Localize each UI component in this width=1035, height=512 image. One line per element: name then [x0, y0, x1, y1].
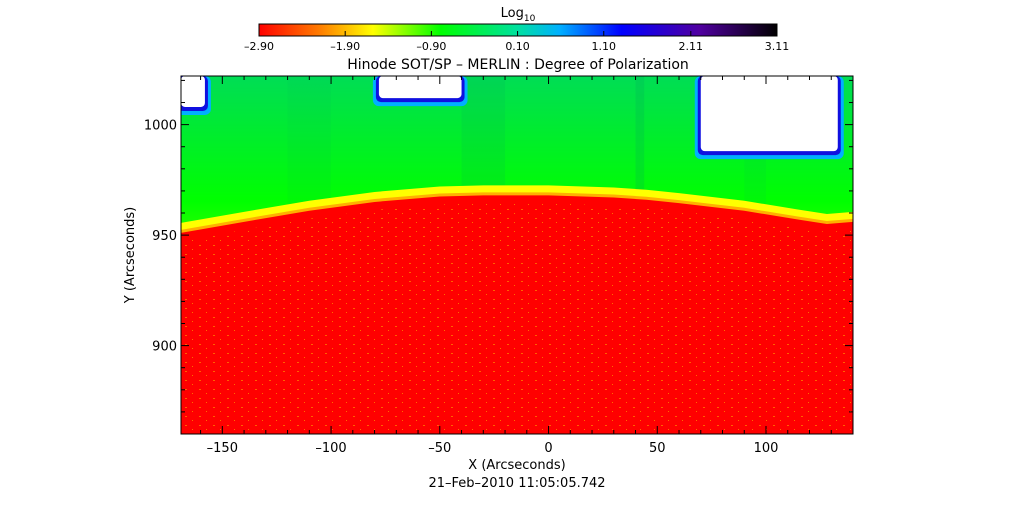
colorbar-tick-label: 0.10 — [505, 40, 530, 53]
saturated-region — [181, 76, 205, 107]
y-tick-label: 900 — [152, 340, 177, 355]
y-axis-label: Y (Arcseconds) — [123, 207, 138, 304]
x-tick-label: 50 — [649, 441, 666, 456]
x-tick-label: –100 — [315, 441, 346, 456]
saturated-region — [378, 76, 462, 99]
x-tick-label: 0 — [544, 441, 552, 456]
x-tick-label: –150 — [207, 441, 238, 456]
y-tick-label: 950 — [152, 229, 177, 244]
y-axis: 900 950 1000 — [144, 79, 853, 413]
timestamp: 21–Feb–2010 11:05:05.742 — [428, 476, 605, 491]
colorbar-tick-label: –0.90 — [416, 40, 446, 53]
plot-frame — [180, 75, 854, 435]
chart-title: Hinode SOT/SP – MERLIN : Degree of Polar… — [347, 57, 689, 73]
x-axis-label: X (Arcseconds) — [468, 458, 565, 473]
colorbar-label: Log10 — [501, 6, 536, 24]
y-tick-label: 1000 — [144, 119, 177, 134]
colorbar-tick-label: –1.90 — [330, 40, 360, 53]
colorbar-tick-label: 2.11 — [679, 40, 704, 53]
x-axis: –150 –100 –50 0 50 100 — [200, 76, 832, 456]
colorbar-ticks: –2.90 –1.90 –0.90 0.10 1.10 2.11 3.11 — [244, 31, 789, 53]
colorbar-tick-label: 1.10 — [592, 40, 617, 53]
colorbar-tick-label: –2.90 — [244, 40, 274, 53]
saturated-region — [700, 76, 838, 152]
x-tick-label: 100 — [754, 441, 779, 456]
x-tick-label: –50 — [428, 441, 451, 456]
plot-area — [181, 76, 853, 434]
disk-texture — [181, 203, 853, 434]
colorbar-tick-label: 3.11 — [765, 40, 790, 53]
